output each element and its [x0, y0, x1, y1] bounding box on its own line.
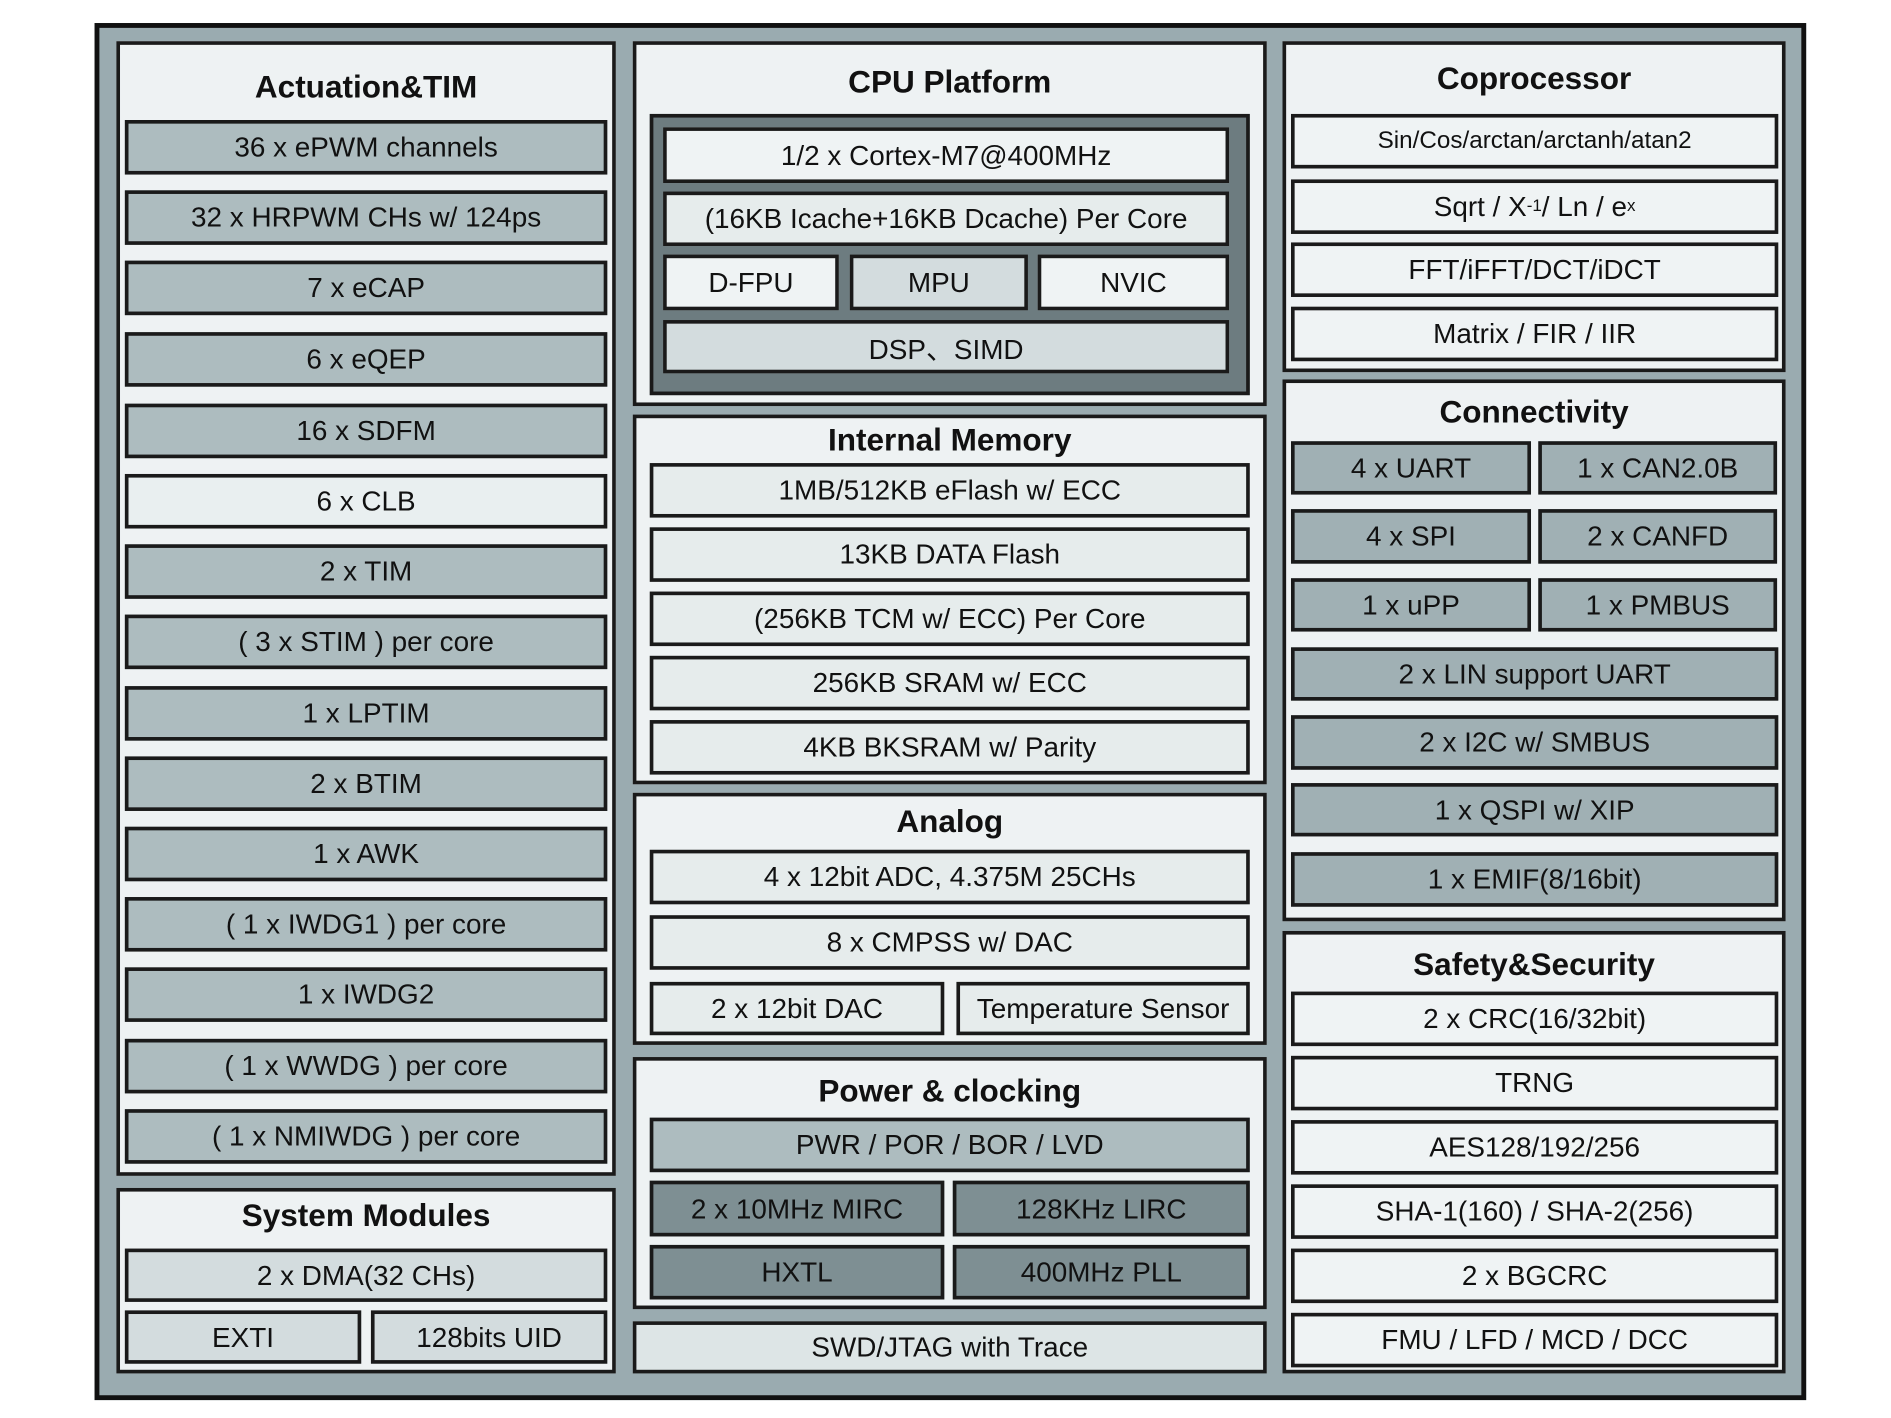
memory-block: 13KB DATA Flash — [649, 527, 1250, 582]
actuation-block: ( 1 x WWDG ) per core — [124, 1038, 608, 1094]
connectivity-block: 1 x uPP — [1290, 578, 1532, 632]
connectivity-title: Connectivity — [1439, 393, 1629, 430]
system-block: 128bits UID — [370, 1310, 608, 1364]
cpu-title: CPU Platform — [848, 63, 1052, 101]
label-text: Sqrt / X — [1433, 190, 1527, 222]
power-title: Power & clocking — [818, 1072, 1082, 1109]
analog-block: 8 x CMPSS w/ DAC — [649, 915, 1250, 970]
connectivity-block: 4 x SPI — [1290, 509, 1532, 564]
cpu-block: D-FPU — [663, 254, 839, 311]
system-block: 2 x DMA(32 CHs) — [124, 1248, 608, 1302]
safety-block: FMU / LFD / MCD / DCC — [1290, 1312, 1779, 1368]
actuation-block: 6 x CLB — [124, 473, 608, 529]
safety-title: Safety&Security — [1413, 946, 1655, 983]
power-block: PWR / POR / BOR / LVD — [649, 1117, 1250, 1173]
safety-block: 2 x CRC(16/32bit) — [1290, 991, 1779, 1047]
actuation-block: 2 x TIM — [124, 544, 608, 599]
coprocessor-title: Coprocessor — [1436, 60, 1632, 97]
actuation-block: 7 x eCAP — [124, 260, 608, 316]
cpu-block: (16KB Icache+16KB Dcache) Per Core — [663, 191, 1230, 247]
safety-block: AES128/192/256 — [1290, 1120, 1779, 1175]
power-block: 2 x 10MHz MIRC — [649, 1180, 945, 1237]
coprocessor-block: FFT/iFFT/DCT/iDCT — [1290, 242, 1779, 297]
safety-block: 2 x BGCRC — [1290, 1248, 1779, 1304]
memory-block: (256KB TCM w/ ECC) Per Core — [649, 591, 1250, 647]
actuation-block: ( 1 x NMIWDG ) per core — [124, 1109, 608, 1164]
connectivity-block: 1 x EMIF(8/16bit) — [1290, 852, 1779, 907]
connectivity-block: 2 x LIN support UART — [1290, 647, 1779, 701]
connectivity-block: 1 x CAN2.0B — [1538, 441, 1778, 495]
coprocessor-block: Matrix / FIR / IIR — [1290, 306, 1779, 362]
connectivity-block: 4 x UART — [1290, 441, 1532, 495]
actuation-block: ( 1 x IWDG1 ) per core — [124, 897, 608, 952]
actuation-block: 32 x HRPWM CHs w/ 124ps — [124, 190, 608, 245]
analog-block: 4 x 12bit ADC, 4.375M 25CHs — [649, 849, 1250, 905]
analog-title: Analog — [896, 803, 1004, 840]
label-text: / Ln / e — [1541, 190, 1628, 222]
actuation-block: 2 x BTIM — [124, 756, 608, 811]
memory-block: 256KB SRAM w/ ECC — [649, 655, 1250, 711]
connectivity-block: 2 x I2C w/ SMBUS — [1290, 715, 1779, 770]
analog-block: Temperature Sensor — [956, 981, 1250, 1036]
actuation-block: 1 x IWDG2 — [124, 967, 608, 1022]
coprocessor-block: Sin/Cos/arctan/arctanh/atan2 — [1290, 113, 1779, 169]
power-block: 128KHz LIRC — [952, 1180, 1250, 1237]
actuation-block: 1 x LPTIM — [124, 686, 608, 741]
actuation-title: Actuation&TIM — [254, 68, 478, 105]
actuation-block: 6 x eQEP — [124, 332, 608, 387]
actuation-block: 16 x SDFM — [124, 403, 608, 459]
debug-block: SWD/JTAG with Trace — [632, 1321, 1267, 1374]
memory-block: 4KB BKSRAM w/ Parity — [649, 720, 1250, 775]
actuation-block: 1 x AWK — [124, 826, 608, 882]
memory-title: Internal Memory — [828, 421, 1072, 458]
actuation-block: ( 3 x STIM ) per core — [124, 614, 608, 670]
analog-block: 2 x 12bit DAC — [649, 981, 945, 1036]
system-title: System Modules — [241, 1197, 491, 1234]
cpu-block: MPU — [849, 254, 1028, 311]
power-block: 400MHz PLL — [952, 1244, 1250, 1300]
safety-block: SHA-1(160) / SHA-2(256) — [1290, 1184, 1779, 1239]
memory-block: 1MB/512KB eFlash w/ ECC — [649, 463, 1250, 518]
cpu-block: DSP、SIMD — [663, 320, 1230, 374]
connectivity-block: 1 x PMBUS — [1538, 578, 1778, 632]
actuation-block: 36 x ePWM channels — [124, 120, 608, 175]
connectivity-block: 2 x CANFD — [1538, 509, 1778, 564]
connectivity-block: 1 x QSPI w/ XIP — [1290, 783, 1779, 837]
system-block: EXTI — [124, 1310, 362, 1364]
cpu-block: NVIC — [1037, 254, 1230, 311]
safety-block: TRNG — [1290, 1055, 1779, 1111]
power-block: HXTL — [649, 1244, 945, 1300]
cpu-block: 1/2 x Cortex-M7@400MHz — [663, 127, 1230, 184]
